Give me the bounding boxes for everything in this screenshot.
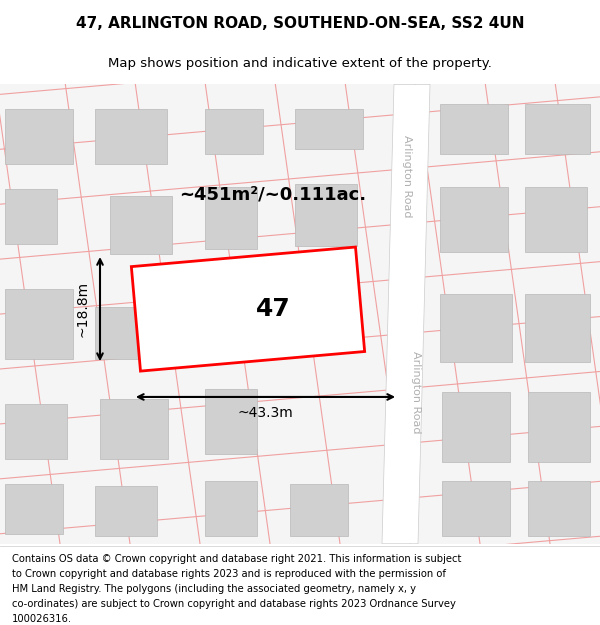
Text: ~451m²/~0.111ac.: ~451m²/~0.111ac. [179,185,367,203]
Text: ~18.8m: ~18.8m [75,281,89,337]
Bar [5,189,57,244]
Bar [110,196,172,254]
Text: HM Land Registry. The polygons (including the associated geometry, namely x, y: HM Land Registry. The polygons (includin… [12,584,416,594]
Bar [5,484,63,534]
Text: Map shows position and indicative extent of the property.: Map shows position and indicative extent… [108,57,492,70]
Text: 47: 47 [256,297,290,321]
Bar [528,481,590,536]
Bar [205,291,263,356]
Bar [205,481,257,536]
Text: Arlington Road: Arlington Road [411,351,421,433]
Polygon shape [131,247,365,371]
Bar [525,104,590,154]
Text: 100026316.: 100026316. [12,614,72,624]
Bar [100,399,168,459]
Bar [95,109,167,164]
Bar [95,307,153,359]
Bar [525,294,590,362]
Bar [528,392,590,462]
Bar [290,484,348,536]
Bar [5,404,67,459]
Bar [442,481,510,536]
Polygon shape [382,84,430,544]
Text: ~43.3m: ~43.3m [238,406,293,420]
Text: Contains OS data © Crown copyright and database right 2021. This information is : Contains OS data © Crown copyright and d… [12,554,461,564]
Bar [205,389,257,454]
Bar [295,184,357,246]
Bar [205,188,257,249]
Bar [295,109,363,149]
Bar [205,109,263,154]
Bar [442,392,510,462]
Text: 47, ARLINGTON ROAD, SOUTHEND-ON-SEA, SS2 4UN: 47, ARLINGTON ROAD, SOUTHEND-ON-SEA, SS2… [76,16,524,31]
Bar [440,294,512,362]
Text: to Crown copyright and database rights 2023 and is reproduced with the permissio: to Crown copyright and database rights 2… [12,569,446,579]
Bar [440,188,508,252]
Bar [440,104,508,154]
Bar [525,188,587,252]
Text: co-ordinates) are subject to Crown copyright and database rights 2023 Ordnance S: co-ordinates) are subject to Crown copyr… [12,599,456,609]
Bar [95,486,157,536]
Bar [5,289,73,359]
Bar [5,109,73,164]
Text: Arlington Road: Arlington Road [402,135,412,218]
